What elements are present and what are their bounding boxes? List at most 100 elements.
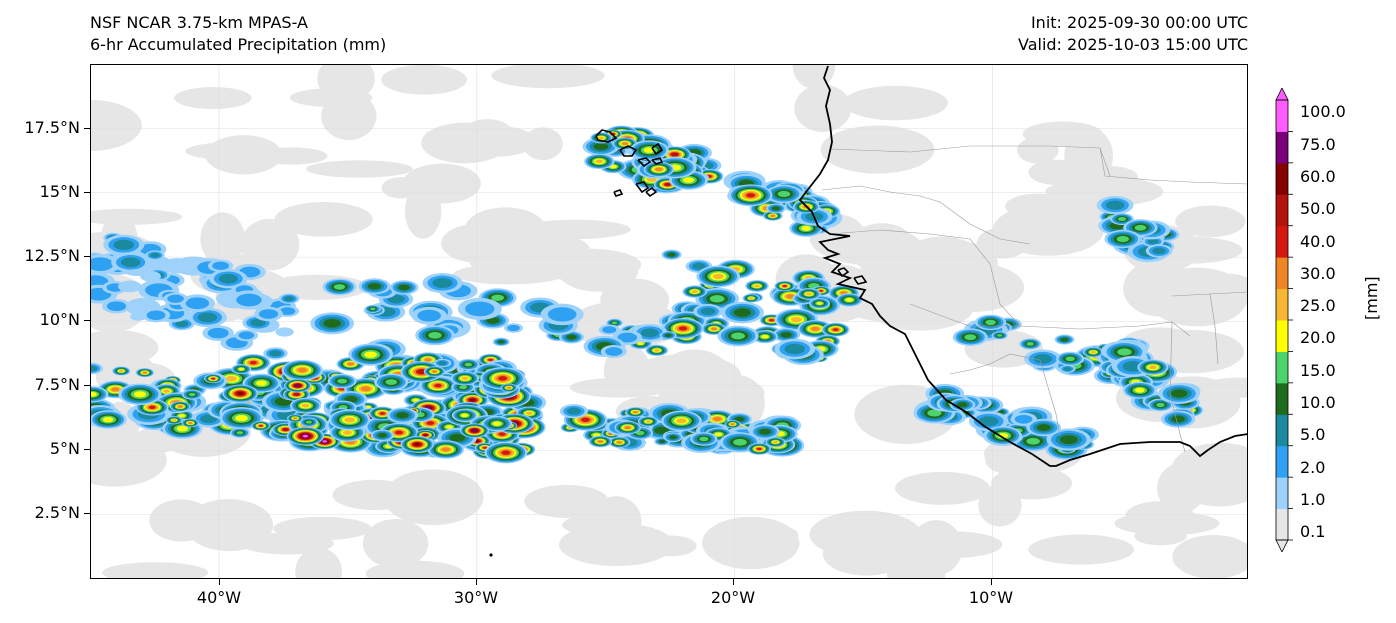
trace-precip-patch	[1216, 542, 1248, 560]
colorbar-label: 10.0	[1300, 393, 1336, 412]
lon-tick-mark	[733, 579, 734, 585]
trace-precip-patch	[1199, 377, 1248, 398]
lat-tick-label: 2.5°N	[34, 503, 80, 522]
precip-cell	[782, 285, 787, 288]
precip-map	[90, 64, 1248, 579]
precip-cell	[658, 439, 666, 444]
precip-cell	[497, 340, 505, 344]
lon-tick-label: 30°W	[453, 588, 499, 607]
precip-cell	[1134, 387, 1145, 393]
precip-cell	[398, 284, 410, 291]
colorbar-label: 30.0	[1300, 264, 1336, 283]
precip-cell	[749, 297, 754, 300]
precip-cell	[635, 430, 645, 436]
precip-cell	[1060, 337, 1069, 342]
trace-precip-patch	[1059, 535, 1120, 554]
precip-cell	[1065, 356, 1075, 362]
precip-cell	[197, 312, 218, 323]
precip-cell	[90, 365, 98, 372]
trace-precip-patch	[184, 499, 274, 552]
precip-cell	[733, 308, 752, 317]
precip-cell	[465, 301, 495, 317]
trace-precip-patch	[295, 547, 343, 579]
precip-cell	[624, 426, 631, 430]
precip-cell	[322, 440, 327, 443]
precip-cell	[323, 318, 341, 328]
precip-cell	[294, 393, 299, 396]
trace-precip-patch	[978, 484, 1022, 527]
precip-cell	[337, 378, 347, 384]
precip-cell	[645, 420, 651, 423]
trace-precip-patch	[491, 64, 605, 89]
precip-cell	[238, 367, 245, 371]
lat-tick-label: 15°N	[39, 182, 80, 201]
trace-precip-patch	[381, 64, 468, 95]
precip-cell	[106, 301, 127, 312]
precip-cell	[598, 136, 605, 140]
precip-cell	[167, 294, 184, 303]
precip-cell	[1147, 238, 1159, 245]
precip-cell	[188, 392, 196, 397]
precip-cell	[709, 295, 725, 303]
precip-cell	[347, 362, 354, 366]
precip-cell	[111, 387, 120, 392]
trace-precip-patch	[101, 562, 209, 579]
precip-cell	[293, 417, 297, 420]
chart-title-right: Init: 2025-09-30 00:00 UTC Valid: 2025-1…	[1018, 12, 1248, 56]
trace-precip-patch	[524, 484, 609, 519]
precip-cell	[150, 252, 160, 258]
precip-cell	[957, 402, 968, 408]
lat-tick-mark	[84, 128, 90, 129]
precip-cell	[491, 294, 504, 301]
precip-cell	[385, 379, 397, 385]
precip-cell	[218, 273, 238, 284]
precip-cell	[501, 450, 511, 455]
colorbar	[1275, 88, 1293, 552]
colorbar-label: 75.0	[1300, 135, 1336, 154]
lat-tick-mark	[84, 513, 90, 514]
precip-cell	[482, 446, 487, 449]
precip-cell	[370, 307, 376, 311]
precip-cell	[602, 326, 617, 334]
trace-precip-patch	[404, 183, 442, 239]
colorbar-segment	[1276, 414, 1288, 447]
precip-cell	[790, 316, 802, 323]
precip-cell	[464, 362, 473, 367]
precip-cell	[342, 430, 352, 435]
trace-precip-patch	[792, 64, 836, 89]
precip-cell	[171, 419, 177, 422]
precip-cell	[772, 440, 779, 444]
lon-tick-mark	[476, 579, 477, 585]
precip-cell	[756, 447, 762, 451]
trace-precip-patch	[976, 227, 1028, 259]
colorbar-extend-min	[1275, 539, 1289, 552]
precip-cell	[682, 177, 695, 183]
precip-cell	[664, 333, 672, 338]
precip-cell	[297, 367, 307, 373]
precip-cell	[185, 297, 210, 310]
lat-tick-label: 5°N	[49, 439, 80, 458]
precip-cell	[506, 386, 511, 389]
trace-precip-patch	[274, 202, 373, 237]
trace-precip-patch	[909, 520, 963, 576]
precip-cell	[759, 428, 771, 435]
precip-cell	[360, 386, 371, 392]
precip-cell	[424, 358, 432, 362]
precip-cell	[769, 319, 775, 322]
lat-tick-label: 7.5°N	[34, 375, 80, 394]
precip-cell	[777, 190, 791, 198]
precip-cells	[90, 125, 1204, 464]
precip-cell	[1116, 235, 1129, 243]
precip-cell	[730, 423, 735, 426]
precip-cell	[178, 413, 186, 418]
precip-cell	[964, 334, 977, 341]
precip-cell	[816, 301, 823, 305]
precip-cell	[1170, 389, 1188, 398]
precip-cell	[605, 347, 623, 356]
colorbar-segment	[1276, 477, 1288, 510]
precip-cell	[118, 280, 142, 293]
lon-tick-mark	[991, 579, 992, 585]
colorbar-label: 2.0	[1300, 458, 1326, 477]
precip-cell	[733, 438, 747, 446]
colorbar-label: 5.0	[1300, 425, 1326, 444]
